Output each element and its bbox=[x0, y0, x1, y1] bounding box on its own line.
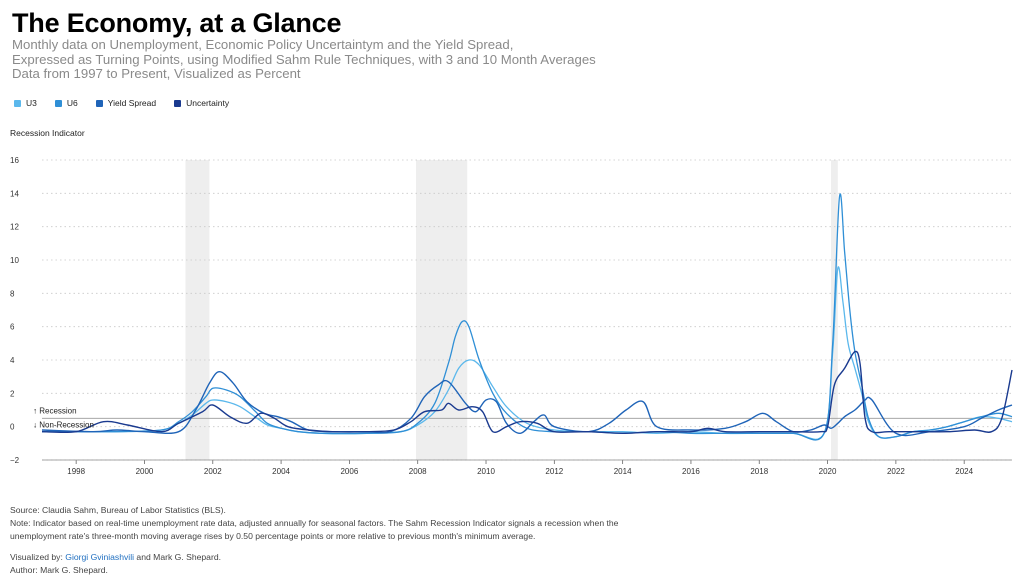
x-tick-label: 2010 bbox=[477, 467, 495, 476]
x-tick-label: 1998 bbox=[67, 467, 85, 476]
x-tick-label: 2000 bbox=[136, 467, 154, 476]
visualized-by: Visualized by: Giorgi Gviniashvili and M… bbox=[10, 551, 1010, 564]
visualizer-link[interactable]: Giorgi Gviniashvili bbox=[65, 552, 135, 562]
legend-swatch bbox=[95, 99, 103, 107]
x-tick-label: 2020 bbox=[819, 467, 837, 476]
series-line-u6 bbox=[41, 193, 1013, 441]
y-tick-label: 10 bbox=[10, 256, 19, 265]
y-tick-label: 8 bbox=[10, 289, 15, 298]
legend-label: U6 bbox=[66, 98, 78, 108]
x-tick-label: 2002 bbox=[204, 467, 222, 476]
legend-item-uncertainty[interactable]: Uncertainty bbox=[174, 98, 229, 108]
y-tick-label: 14 bbox=[10, 189, 19, 198]
x-axis-ticks: 1998 2000 2002 2004 2006 2008 2010 2012 2014 2016… bbox=[42, 459, 1012, 476]
visualized-suffix: and Mark G. Shepard. bbox=[134, 552, 221, 562]
x-tick-label: 2022 bbox=[887, 467, 905, 476]
legend-label: U3 bbox=[26, 98, 37, 108]
y-tick-label: 6 bbox=[10, 323, 15, 332]
y-tick-label: −2 bbox=[10, 456, 20, 465]
y-tick-label: 2 bbox=[10, 389, 15, 398]
subtitle-line: Data from 1997 to Present, Visualized as… bbox=[12, 66, 301, 82]
x-tick-label: 2024 bbox=[955, 467, 973, 476]
y-tick-label: 0 bbox=[10, 423, 15, 432]
note-line: unemployment rate's three-month moving a… bbox=[10, 531, 536, 541]
recession-band bbox=[185, 160, 210, 460]
y-axis-label: Recession Indicator bbox=[10, 128, 85, 138]
legend-label: Yield Spread bbox=[107, 98, 157, 108]
note-line: Note: Indicator based on real-time unemp… bbox=[10, 518, 619, 528]
annotation-recession: ↑ Recession bbox=[33, 406, 77, 415]
legend-item-u3[interactable]: U3 bbox=[14, 98, 37, 108]
series-lines bbox=[41, 193, 1013, 441]
recession-band bbox=[415, 160, 468, 460]
author: Author: Mark G. Shepard. bbox=[10, 565, 108, 575]
series-line-yield-spread bbox=[41, 371, 1013, 437]
y-tick-label: 4 bbox=[10, 356, 15, 365]
subtitle-line: Expressed as Turning Points, using Modif… bbox=[12, 51, 596, 67]
footer: Source: Claudia Sahm, Bureau of Labor St… bbox=[10, 504, 1010, 577]
x-tick-label: 2014 bbox=[614, 467, 632, 476]
x-tick-label: 2004 bbox=[272, 467, 290, 476]
x-tick-label: 2016 bbox=[682, 467, 700, 476]
y-axis-ticks: 16 14 12 10 8 6 4 2 0 −2 bbox=[10, 156, 20, 465]
visualized-prefix: Visualized by: bbox=[10, 552, 66, 562]
chart-subtitle: Monthly data on Unemployment, Economic P… bbox=[12, 37, 712, 82]
x-tick-label: 2006 bbox=[340, 467, 358, 476]
annotation-non-recession: ↓ Non-Recession bbox=[33, 420, 94, 429]
annotations: ↑ Recession ↓ Non-Recession bbox=[33, 406, 94, 429]
legend: U3 U6 Yield Spread Uncertainty bbox=[14, 98, 229, 108]
legend-swatch bbox=[174, 99, 182, 107]
x-tick-label: 2018 bbox=[750, 467, 768, 476]
legend-swatch bbox=[54, 99, 62, 107]
x-tick-label: 2012 bbox=[545, 467, 563, 476]
x-tick-label: 2008 bbox=[409, 467, 427, 476]
chart-title: The Economy, at a Glance bbox=[12, 8, 342, 38]
line-chart: 16 14 12 10 8 6 4 2 0 −2 1998 2000 2002 2004 2006 2008… bbox=[10, 156, 1013, 476]
legend-item-yield-spread[interactable]: Yield Spread bbox=[95, 98, 157, 108]
subtitle-line: Monthly data on Unemployment, Economic P… bbox=[12, 37, 514, 52]
source-note: Source: Claudia Sahm, Bureau of Labor St… bbox=[10, 505, 226, 515]
legend-item-u6[interactable]: U6 bbox=[54, 98, 78, 108]
legend-label: Uncertainty bbox=[186, 98, 230, 108]
y-tick-label: 16 bbox=[10, 156, 19, 165]
series-line-uncertainty bbox=[41, 350, 1013, 434]
legend-swatch bbox=[14, 99, 21, 107]
y-tick-label: 12 bbox=[10, 223, 19, 232]
recession-bands bbox=[185, 160, 838, 460]
